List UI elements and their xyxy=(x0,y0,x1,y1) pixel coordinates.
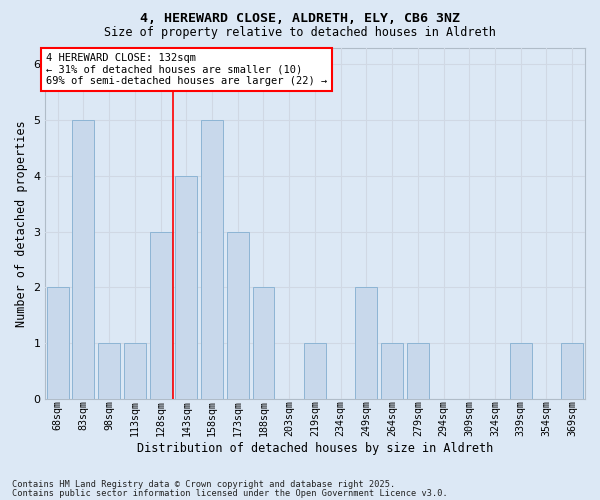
Bar xyxy=(47,288,68,399)
Bar xyxy=(73,120,94,399)
Bar xyxy=(561,344,583,399)
Text: Size of property relative to detached houses in Aldreth: Size of property relative to detached ho… xyxy=(104,26,496,39)
Bar xyxy=(98,344,120,399)
Bar xyxy=(355,288,377,399)
Bar xyxy=(201,120,223,399)
Bar xyxy=(510,344,532,399)
Bar xyxy=(304,344,326,399)
Y-axis label: Number of detached properties: Number of detached properties xyxy=(15,120,28,326)
X-axis label: Distribution of detached houses by size in Aldreth: Distribution of detached houses by size … xyxy=(137,442,493,455)
Text: 4, HEREWARD CLOSE, ALDRETH, ELY, CB6 3NZ: 4, HEREWARD CLOSE, ALDRETH, ELY, CB6 3NZ xyxy=(140,12,460,26)
Bar xyxy=(149,232,172,399)
Text: Contains HM Land Registry data © Crown copyright and database right 2025.: Contains HM Land Registry data © Crown c… xyxy=(12,480,395,489)
Bar xyxy=(381,344,403,399)
Text: 4 HEREWARD CLOSE: 132sqm
← 31% of detached houses are smaller (10)
69% of semi-d: 4 HEREWARD CLOSE: 132sqm ← 31% of detach… xyxy=(46,53,327,86)
Text: Contains public sector information licensed under the Open Government Licence v3: Contains public sector information licen… xyxy=(12,490,448,498)
Bar xyxy=(124,344,146,399)
Bar xyxy=(175,176,197,399)
Bar xyxy=(253,288,274,399)
Bar xyxy=(407,344,429,399)
Bar xyxy=(227,232,248,399)
